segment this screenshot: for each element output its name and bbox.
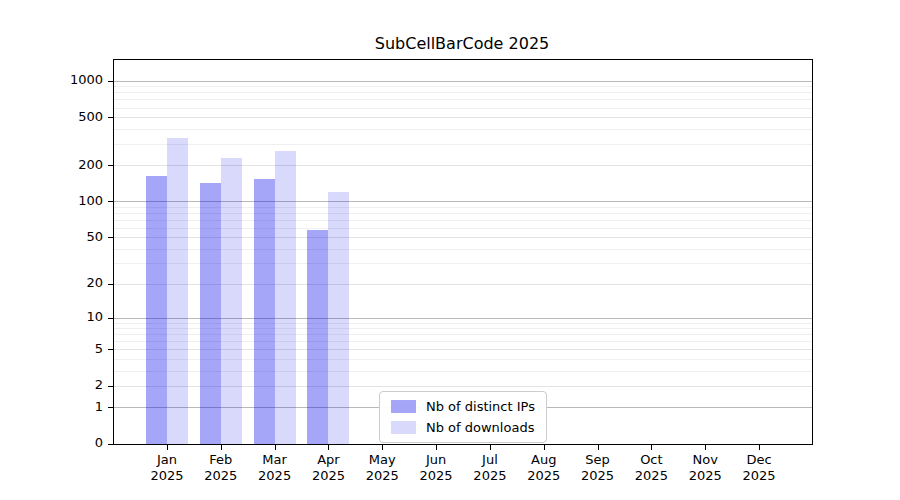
bar-distinct-ips bbox=[200, 183, 221, 444]
legend-label-downloads: Nb of downloads bbox=[426, 420, 534, 435]
distinct-ips-swatch-icon bbox=[391, 400, 416, 413]
y-tick-label: 10 bbox=[39, 309, 103, 324]
downloads-swatch-icon bbox=[391, 421, 416, 434]
x-tick bbox=[221, 445, 222, 450]
gridline bbox=[114, 99, 812, 100]
x-tick bbox=[705, 445, 706, 450]
x-tick bbox=[167, 445, 168, 450]
x-tick bbox=[328, 445, 329, 450]
gridline bbox=[114, 92, 812, 93]
x-tick bbox=[598, 445, 599, 450]
legend-label-distinct-ips: Nb of distinct IPs bbox=[426, 399, 535, 414]
bar-downloads bbox=[275, 151, 296, 444]
chart-figure: SubCellBarCode 2025 Nb of distinct IPs N… bbox=[0, 0, 900, 500]
bar-downloads bbox=[167, 138, 188, 444]
bar-downloads bbox=[221, 158, 242, 444]
y-tick-label: 100 bbox=[39, 193, 103, 208]
bar-distinct-ips bbox=[146, 176, 167, 444]
legend-item-downloads: Nb of downloads bbox=[391, 420, 535, 435]
x-tick bbox=[651, 445, 652, 450]
legend-item-distinct-ips: Nb of distinct IPs bbox=[391, 399, 535, 414]
gridline bbox=[114, 86, 812, 87]
y-tick bbox=[108, 407, 114, 408]
y-tick-label: 1000 bbox=[39, 72, 103, 87]
x-tick bbox=[436, 445, 437, 450]
y-tick bbox=[108, 349, 114, 350]
y-tick bbox=[108, 386, 114, 387]
x-tick-label: Dec2025 bbox=[727, 452, 791, 484]
gridline bbox=[114, 129, 812, 130]
y-tick-label: 2 bbox=[39, 377, 103, 392]
bar-distinct-ips bbox=[254, 179, 275, 444]
gridline bbox=[114, 165, 812, 166]
y-tick bbox=[108, 81, 114, 82]
gridline bbox=[114, 108, 812, 109]
y-tick-label: 5 bbox=[39, 341, 103, 356]
y-tick bbox=[108, 201, 114, 202]
x-tick bbox=[544, 445, 545, 450]
y-tick bbox=[108, 165, 114, 166]
y-tick bbox=[108, 318, 114, 319]
y-tick-label: 500 bbox=[39, 109, 103, 124]
x-tick bbox=[490, 445, 491, 450]
bar-downloads bbox=[328, 192, 349, 444]
legend: Nb of distinct IPs Nb of downloads bbox=[379, 391, 547, 443]
y-tick-label: 20 bbox=[39, 275, 103, 290]
x-tick bbox=[382, 445, 383, 450]
y-tick-label: 200 bbox=[39, 157, 103, 172]
plot-area: Nb of distinct IPs Nb of downloads 10005… bbox=[113, 59, 813, 445]
y-tick-label: 0 bbox=[39, 435, 103, 450]
x-tick bbox=[759, 445, 760, 450]
chart-title: SubCellBarCode 2025 bbox=[113, 34, 811, 53]
y-tick-label: 1 bbox=[39, 399, 103, 414]
y-tick bbox=[108, 444, 114, 445]
gridline bbox=[114, 81, 812, 82]
bar-distinct-ips bbox=[307, 230, 328, 444]
y-tick bbox=[108, 237, 114, 238]
y-tick bbox=[108, 284, 114, 285]
y-tick bbox=[108, 117, 114, 118]
gridline bbox=[114, 117, 812, 118]
gridline bbox=[114, 144, 812, 145]
x-tick bbox=[275, 445, 276, 450]
y-tick-label: 50 bbox=[39, 229, 103, 244]
